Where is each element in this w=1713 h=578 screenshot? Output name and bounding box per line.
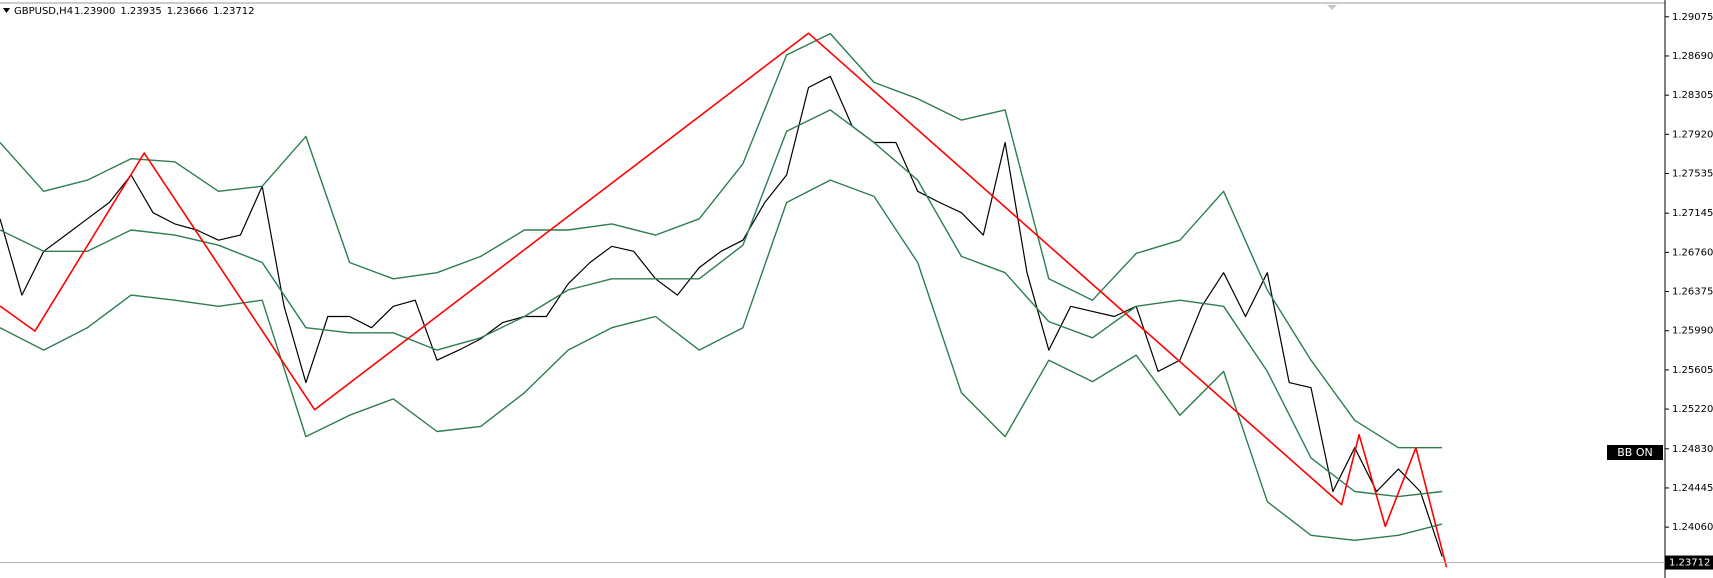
- series-line: [0, 109, 1443, 498]
- ohlc-value: 1.23712: [213, 6, 254, 17]
- y-tick-label: 1.26760: [1672, 247, 1713, 258]
- menu-triangle: [3, 8, 10, 13]
- y-tick-label: 1.24445: [1672, 483, 1713, 494]
- y-tick-label: 1.24060: [1672, 522, 1713, 533]
- y-tick-label: 1.24830: [1672, 444, 1713, 455]
- series-line: [0, 75, 1443, 557]
- ohlc-value: 1.23935: [120, 6, 161, 17]
- y-tick-label: 1.29075: [1672, 12, 1713, 23]
- ohlc-value: 1.23666: [167, 6, 208, 17]
- y-tick-label: 1.27145: [1672, 208, 1713, 219]
- shift-marker: [1327, 5, 1337, 10]
- y-tick-label: 1.27920: [1672, 129, 1713, 140]
- y-tick-label: 1.26375: [1672, 287, 1713, 298]
- plot-area: [0, 32, 1665, 568]
- y-tick-label: 1.28305: [1672, 90, 1713, 101]
- bb-button[interactable]: BB ON: [1607, 445, 1663, 460]
- current-price-label: 1.23712: [1669, 558, 1710, 569]
- series-line: [0, 179, 1443, 541]
- series-line: [0, 32, 1448, 568]
- current-price-box: [1665, 555, 1713, 570]
- symbol: GBPUSD,H4: [14, 6, 73, 17]
- y-tick-label: 1.25990: [1672, 326, 1713, 337]
- y-tick-label: 1.28690: [1672, 51, 1713, 62]
- series-line: [0, 32, 1443, 449]
- bb-button-label[interactable]: BB ON: [1617, 446, 1652, 459]
- y-tick-label: 1.25220: [1672, 404, 1713, 415]
- y-tick-label: 1.25605: [1672, 365, 1713, 376]
- y-tick-label: 1.27535: [1672, 169, 1713, 180]
- bb-button-bg[interactable]: [1607, 445, 1663, 460]
- ohlc-value: 1.23900: [74, 6, 115, 17]
